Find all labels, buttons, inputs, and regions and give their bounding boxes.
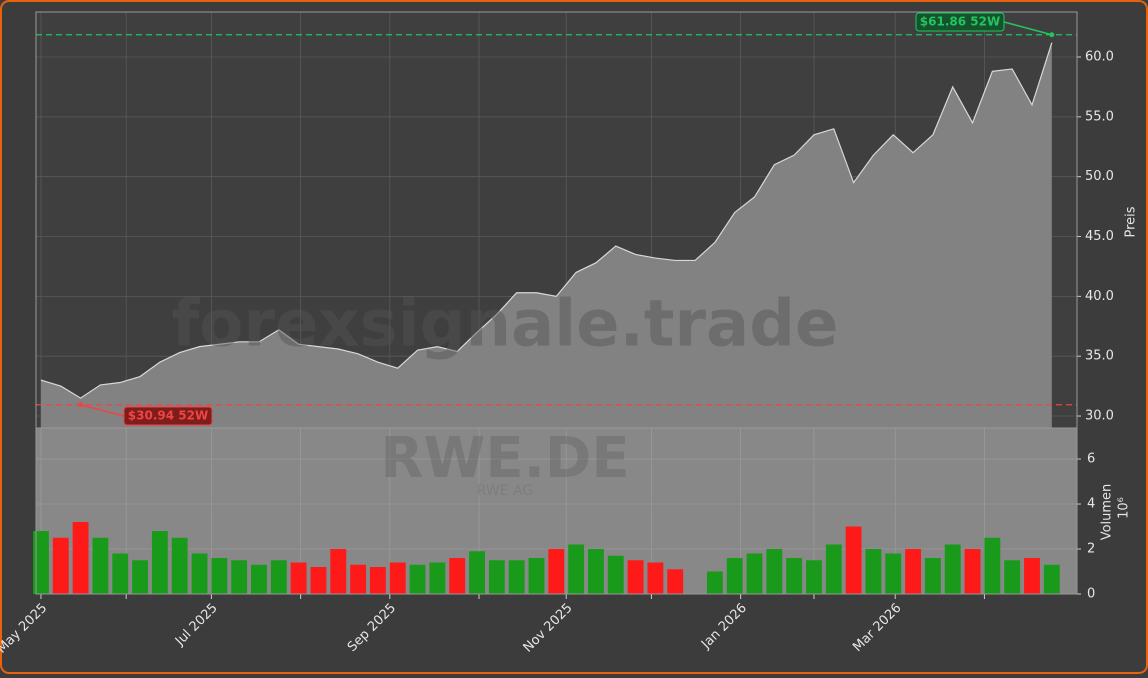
- high-label: $61.86 52W: [920, 15, 1000, 29]
- volume-bar: [964, 549, 981, 594]
- volume-bar: [508, 560, 525, 594]
- price-area: [40, 42, 1052, 429]
- volume-unit: 10⁶: [1117, 497, 1132, 519]
- volume-bar: [528, 558, 545, 594]
- volume-bar: [1043, 564, 1060, 594]
- high-arrow: [1003, 21, 1053, 36]
- volume-bar: [786, 558, 803, 594]
- volume-bar: [488, 560, 505, 594]
- volume-bar: [389, 562, 406, 594]
- price-line: [40, 42, 1053, 399]
- volume-bar: [845, 526, 862, 594]
- volume-bar: [92, 537, 109, 594]
- volume-bar: [171, 537, 188, 594]
- volume-bar: [746, 553, 763, 594]
- volume-bar: [607, 555, 624, 594]
- volume-bar: [568, 544, 585, 594]
- volume-bar: [151, 531, 168, 594]
- volume-bar: [905, 549, 922, 594]
- volume-bar: [409, 564, 426, 594]
- volume-bar: [766, 549, 783, 594]
- volume-bar: [706, 571, 723, 594]
- volume-bar: [667, 569, 684, 594]
- volume-bar: [588, 549, 604, 594]
- volume-bar: [924, 558, 941, 594]
- volume-bar: [429, 562, 446, 594]
- volume-bar: [885, 553, 902, 594]
- volume-bar: [191, 553, 208, 594]
- y-label: Preis: [1124, 206, 1139, 237]
- low-box: [123, 406, 213, 426]
- volume-bar: [944, 544, 961, 594]
- y-tick-label: 35.0: [1085, 349, 1114, 364]
- volume-bar: [548, 549, 565, 594]
- volume-bar: [1024, 558, 1040, 594]
- volume-tick-label: 2: [1087, 542, 1095, 557]
- low-label: $30.94 52W: [128, 409, 208, 423]
- volume-bar: [369, 567, 386, 594]
- volume-bar: [865, 549, 882, 594]
- volume-border: [35, 427, 1078, 595]
- volume-bar: [1004, 560, 1021, 594]
- y-tick-label: 60.0: [1085, 49, 1114, 64]
- volume-bar: [350, 564, 367, 594]
- y-tick-label: 45.0: [1085, 229, 1114, 244]
- y-tick-label: 55.0: [1085, 109, 1114, 124]
- volume-bar: [231, 560, 248, 594]
- volume-bar: [647, 562, 664, 594]
- volume-bar: [112, 553, 129, 594]
- company-watermark: RWE AG: [477, 483, 533, 499]
- volume-bar: [726, 558, 743, 594]
- low-arrow: [80, 404, 125, 417]
- volume-bar: [72, 522, 89, 594]
- y-tick-label: 30.0: [1085, 409, 1114, 424]
- volume-bar: [33, 531, 49, 594]
- y-tick-label: 50.0: [1085, 169, 1114, 184]
- volume-bar: [469, 551, 485, 594]
- volume-bar: [270, 560, 287, 594]
- volume-bar: [449, 558, 466, 594]
- volume-bar: [984, 537, 1001, 594]
- volume-tick-label: 6: [1087, 452, 1095, 467]
- volume-bar: [132, 560, 148, 594]
- volume-bar: [52, 537, 69, 594]
- low-arrowhead: [78, 402, 84, 408]
- volume-bar: [310, 567, 327, 594]
- volume-bar: [251, 564, 267, 594]
- ticker-watermark: RWE.DE: [380, 426, 629, 491]
- volume-bar: [806, 560, 822, 594]
- volume-label: Volumen: [1100, 484, 1115, 541]
- volume-bar: [330, 549, 347, 594]
- volume-bar: [825, 544, 842, 594]
- volume-bar: [290, 562, 307, 594]
- volume-bar: [211, 558, 228, 594]
- watermark: forexsignale.trade: [172, 288, 839, 362]
- high-box: [915, 12, 1005, 32]
- volume-bar: [627, 560, 644, 594]
- volume-tick-label: 4: [1087, 497, 1095, 512]
- volume-tick-label: 0: [1087, 587, 1095, 602]
- y-tick-label: 40.0: [1085, 289, 1114, 304]
- high-arrowhead: [1049, 32, 1055, 38]
